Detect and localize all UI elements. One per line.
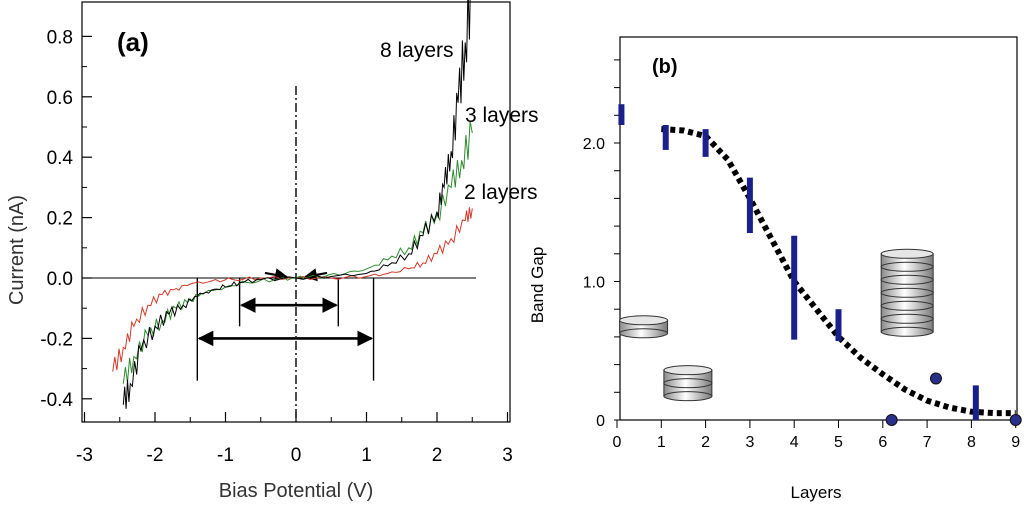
plot-b-frame (619, 36, 1018, 421)
plot-b-y-tick-label: 0 (596, 413, 605, 430)
stack-disc-bottom (880, 274, 934, 285)
plot-b-x-tick-label: 3 (745, 434, 754, 451)
band-gap-point (929, 372, 942, 385)
stack-disc-bottom (663, 378, 713, 389)
plot-a-annotations (82, 86, 476, 422)
plot-b-x-tick-label: 1 (657, 434, 666, 451)
panel-a-label: (a) (117, 27, 149, 57)
band-gap-point (1009, 414, 1022, 426)
stack-disc-bottom (880, 300, 934, 311)
stack-disc-bottom (619, 328, 669, 339)
plot-a-y-tick-label: -0.4 (40, 390, 73, 411)
small-gap-arrow-right (303, 268, 328, 282)
stack-disc-top (663, 365, 713, 376)
plot-b-x-tick-label: 9 (1011, 434, 1020, 451)
series-label-2-layers: 2 layers (464, 181, 538, 204)
plot-a-y-tick-label: 0.0 (47, 269, 73, 290)
plot-a-x-tick-label: 1 (361, 445, 372, 466)
plot-b-x-tick-label: 8 (967, 434, 976, 451)
plot-b-x-ticks: 0 1 2 3 4 5 6 7 8 9 (613, 420, 1020, 451)
plot-b-x-tick-label: 4 (790, 434, 799, 451)
plot-b-y-ticks: 0 1.0 2.0 (583, 59, 620, 430)
layer-stack-bilayer (663, 365, 713, 402)
plot-a-y-label: Current (nA) (6, 195, 28, 305)
plot-b-x-label: Layers (790, 483, 841, 502)
plot-b-x-tick-label: 7 (923, 434, 932, 451)
panel-b-label: (b) (652, 56, 678, 78)
panel-a: 0.8 0.6 0.4 0.2 0.0 -0.2 -0.4 -3 -2 -1 0 1 2 3 (a) 8… (6, 0, 539, 502)
series-label-8-layers: 8 layers (380, 39, 454, 62)
plot-b-x-tick-label: 5 (834, 434, 843, 451)
plot-a-x-label: Bias Potential (V) (219, 480, 374, 502)
stack-disc-bottom (880, 326, 934, 337)
plot-a-y-tick-label: -0.2 (40, 329, 73, 350)
small-gap-arrow-left (264, 268, 289, 282)
plot-b-x-tick-label: 6 (878, 434, 887, 451)
series-line-8-layers (122, 0, 471, 409)
layer-stack-multilayer (880, 248, 934, 337)
plot-b-fit (661, 126, 1016, 417)
plot-a-x-tick-label: 2 (432, 445, 443, 466)
plot-b-y-tick-label: 2.0 (583, 136, 605, 153)
band-gap-point (885, 414, 898, 426)
plot-a-x-tick-label: -1 (217, 445, 234, 466)
plot-b-bars (618, 104, 979, 420)
plot-a-y-ticks: 0.8 0.6 0.4 0.2 0.0 -0.2 -0.4 (40, 27, 92, 411)
plot-a-y-tick-label: 0.6 (47, 88, 73, 109)
plot-b-layer-stacks (619, 248, 934, 402)
series-label-3-layers: 3 layers (465, 104, 539, 127)
plot-a-x-ticks: -3 -2 -1 0 1 2 3 (76, 412, 513, 466)
layer-stack-monolayer (619, 315, 669, 339)
plot-a-y-tick-label: 0.8 (47, 27, 73, 48)
stack-disc-bottom (880, 261, 934, 272)
plot-b-x-tick-label: 2 (701, 434, 710, 451)
plot-a-x-tick-label: -2 (147, 445, 164, 466)
plot-a-series (112, 0, 473, 409)
plot-a-x-tick-label: 3 (502, 445, 513, 466)
plot-b-y-label: Band Gap (528, 247, 547, 324)
plot-b-y-tick-label: 1.0 (583, 275, 605, 292)
stack-disc-bottom (880, 313, 934, 324)
series-line-3-layers (122, 121, 473, 384)
stack-disc-top (880, 248, 934, 259)
panel-b: 0 1.0 2.0 0 1 2 3 4 5 6 7 8 9 (b) Layers Band Gap (528, 36, 1022, 502)
plot-a-x-tick-label: -3 (76, 445, 93, 466)
plot-b-x-tick-label: 0 (613, 434, 622, 451)
plot-a-x-tick-label: 0 (291, 445, 302, 466)
stack-disc-top (619, 315, 669, 326)
series-line-2-layers (112, 207, 473, 372)
plot-a-y-tick-label: 0.4 (47, 148, 74, 169)
plot-b-points (885, 372, 1022, 426)
plot-a-y-tick-label: 0.2 (47, 209, 73, 230)
stack-disc-bottom (663, 391, 713, 402)
trend-dotted-line (661, 126, 1016, 417)
stack-disc-bottom (880, 287, 934, 298)
